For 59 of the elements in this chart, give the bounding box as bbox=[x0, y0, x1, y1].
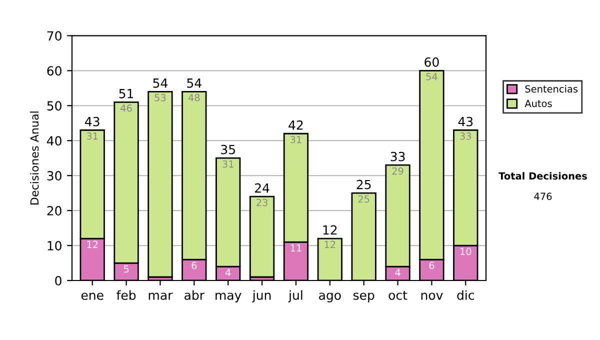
legend-label: Sentencias bbox=[525, 85, 578, 93]
y-axis-title: Decisiones Anual bbox=[30, 112, 39, 205]
total-label: 24 bbox=[254, 183, 270, 193]
y-tick-label: 60 bbox=[47, 66, 62, 76]
x-tick-label: feb bbox=[116, 290, 136, 300]
data-label: 6 bbox=[429, 262, 434, 270]
total-label: 12 bbox=[323, 225, 337, 235]
data-label: 31 bbox=[290, 136, 302, 144]
data-label: 29 bbox=[392, 167, 404, 175]
data-label: 31 bbox=[222, 160, 234, 168]
y-tick-label: 50 bbox=[47, 101, 62, 111]
data-label: 6 bbox=[192, 262, 197, 270]
total-label: 35 bbox=[221, 144, 235, 154]
data-label: 5 bbox=[124, 265, 129, 273]
y-tick-label: 40 bbox=[46, 136, 62, 146]
data-label: 11 bbox=[290, 244, 302, 252]
total-label: 54 bbox=[153, 78, 168, 88]
text: 476 bbox=[534, 192, 552, 200]
x-tick-label: oct bbox=[388, 290, 408, 300]
y-tick-label: 10 bbox=[48, 241, 62, 250]
data-label: 12 bbox=[87, 240, 98, 248]
data-label: 4 bbox=[225, 268, 231, 276]
x-tick-label: abr bbox=[184, 290, 205, 300]
data-label: 46 bbox=[120, 104, 132, 112]
total-label: 42 bbox=[288, 120, 303, 130]
total-label: 43 bbox=[85, 116, 100, 126]
data-label: 31 bbox=[86, 132, 98, 140]
x-tick-label: nov bbox=[421, 292, 443, 300]
total-label: 54 bbox=[187, 78, 202, 88]
data-label: 25 bbox=[358, 195, 370, 203]
data-label: 4 bbox=[395, 268, 400, 276]
y-tick-label: 0 bbox=[55, 276, 62, 286]
legend-label: Autos bbox=[524, 100, 552, 108]
data-label: 54 bbox=[426, 73, 438, 80]
data-label: 12 bbox=[324, 240, 336, 248]
x-tick-label: ene bbox=[81, 292, 104, 300]
x-tick-label: mar bbox=[148, 292, 173, 300]
y-tick-label: 70 bbox=[47, 31, 62, 41]
y-tick-label: 30 bbox=[47, 171, 62, 181]
x-tick-label: sep bbox=[353, 292, 374, 302]
total-label: 43 bbox=[458, 116, 473, 126]
data-label: 48 bbox=[188, 94, 200, 102]
x-tick-label: ago bbox=[319, 292, 341, 302]
data-label: 10 bbox=[460, 248, 472, 256]
total-label: 33 bbox=[390, 152, 405, 162]
x-tick-label: dic bbox=[457, 290, 474, 300]
data-label: 23 bbox=[256, 198, 268, 206]
bar bbox=[148, 90, 173, 278]
x-tick-label: jul bbox=[288, 290, 302, 302]
total-label: 51 bbox=[119, 89, 134, 98]
text: Total Decisiones bbox=[498, 172, 587, 180]
data-label: 53 bbox=[154, 94, 166, 102]
data-label: 33 bbox=[460, 132, 472, 140]
x-tick-label: may bbox=[216, 292, 242, 302]
total-label: 60 bbox=[424, 57, 439, 67]
total-label: 25 bbox=[356, 180, 371, 190]
y-tick-label: 20 bbox=[47, 206, 62, 216]
bar bbox=[249, 196, 275, 278]
x-tick-label: jun bbox=[252, 290, 271, 302]
